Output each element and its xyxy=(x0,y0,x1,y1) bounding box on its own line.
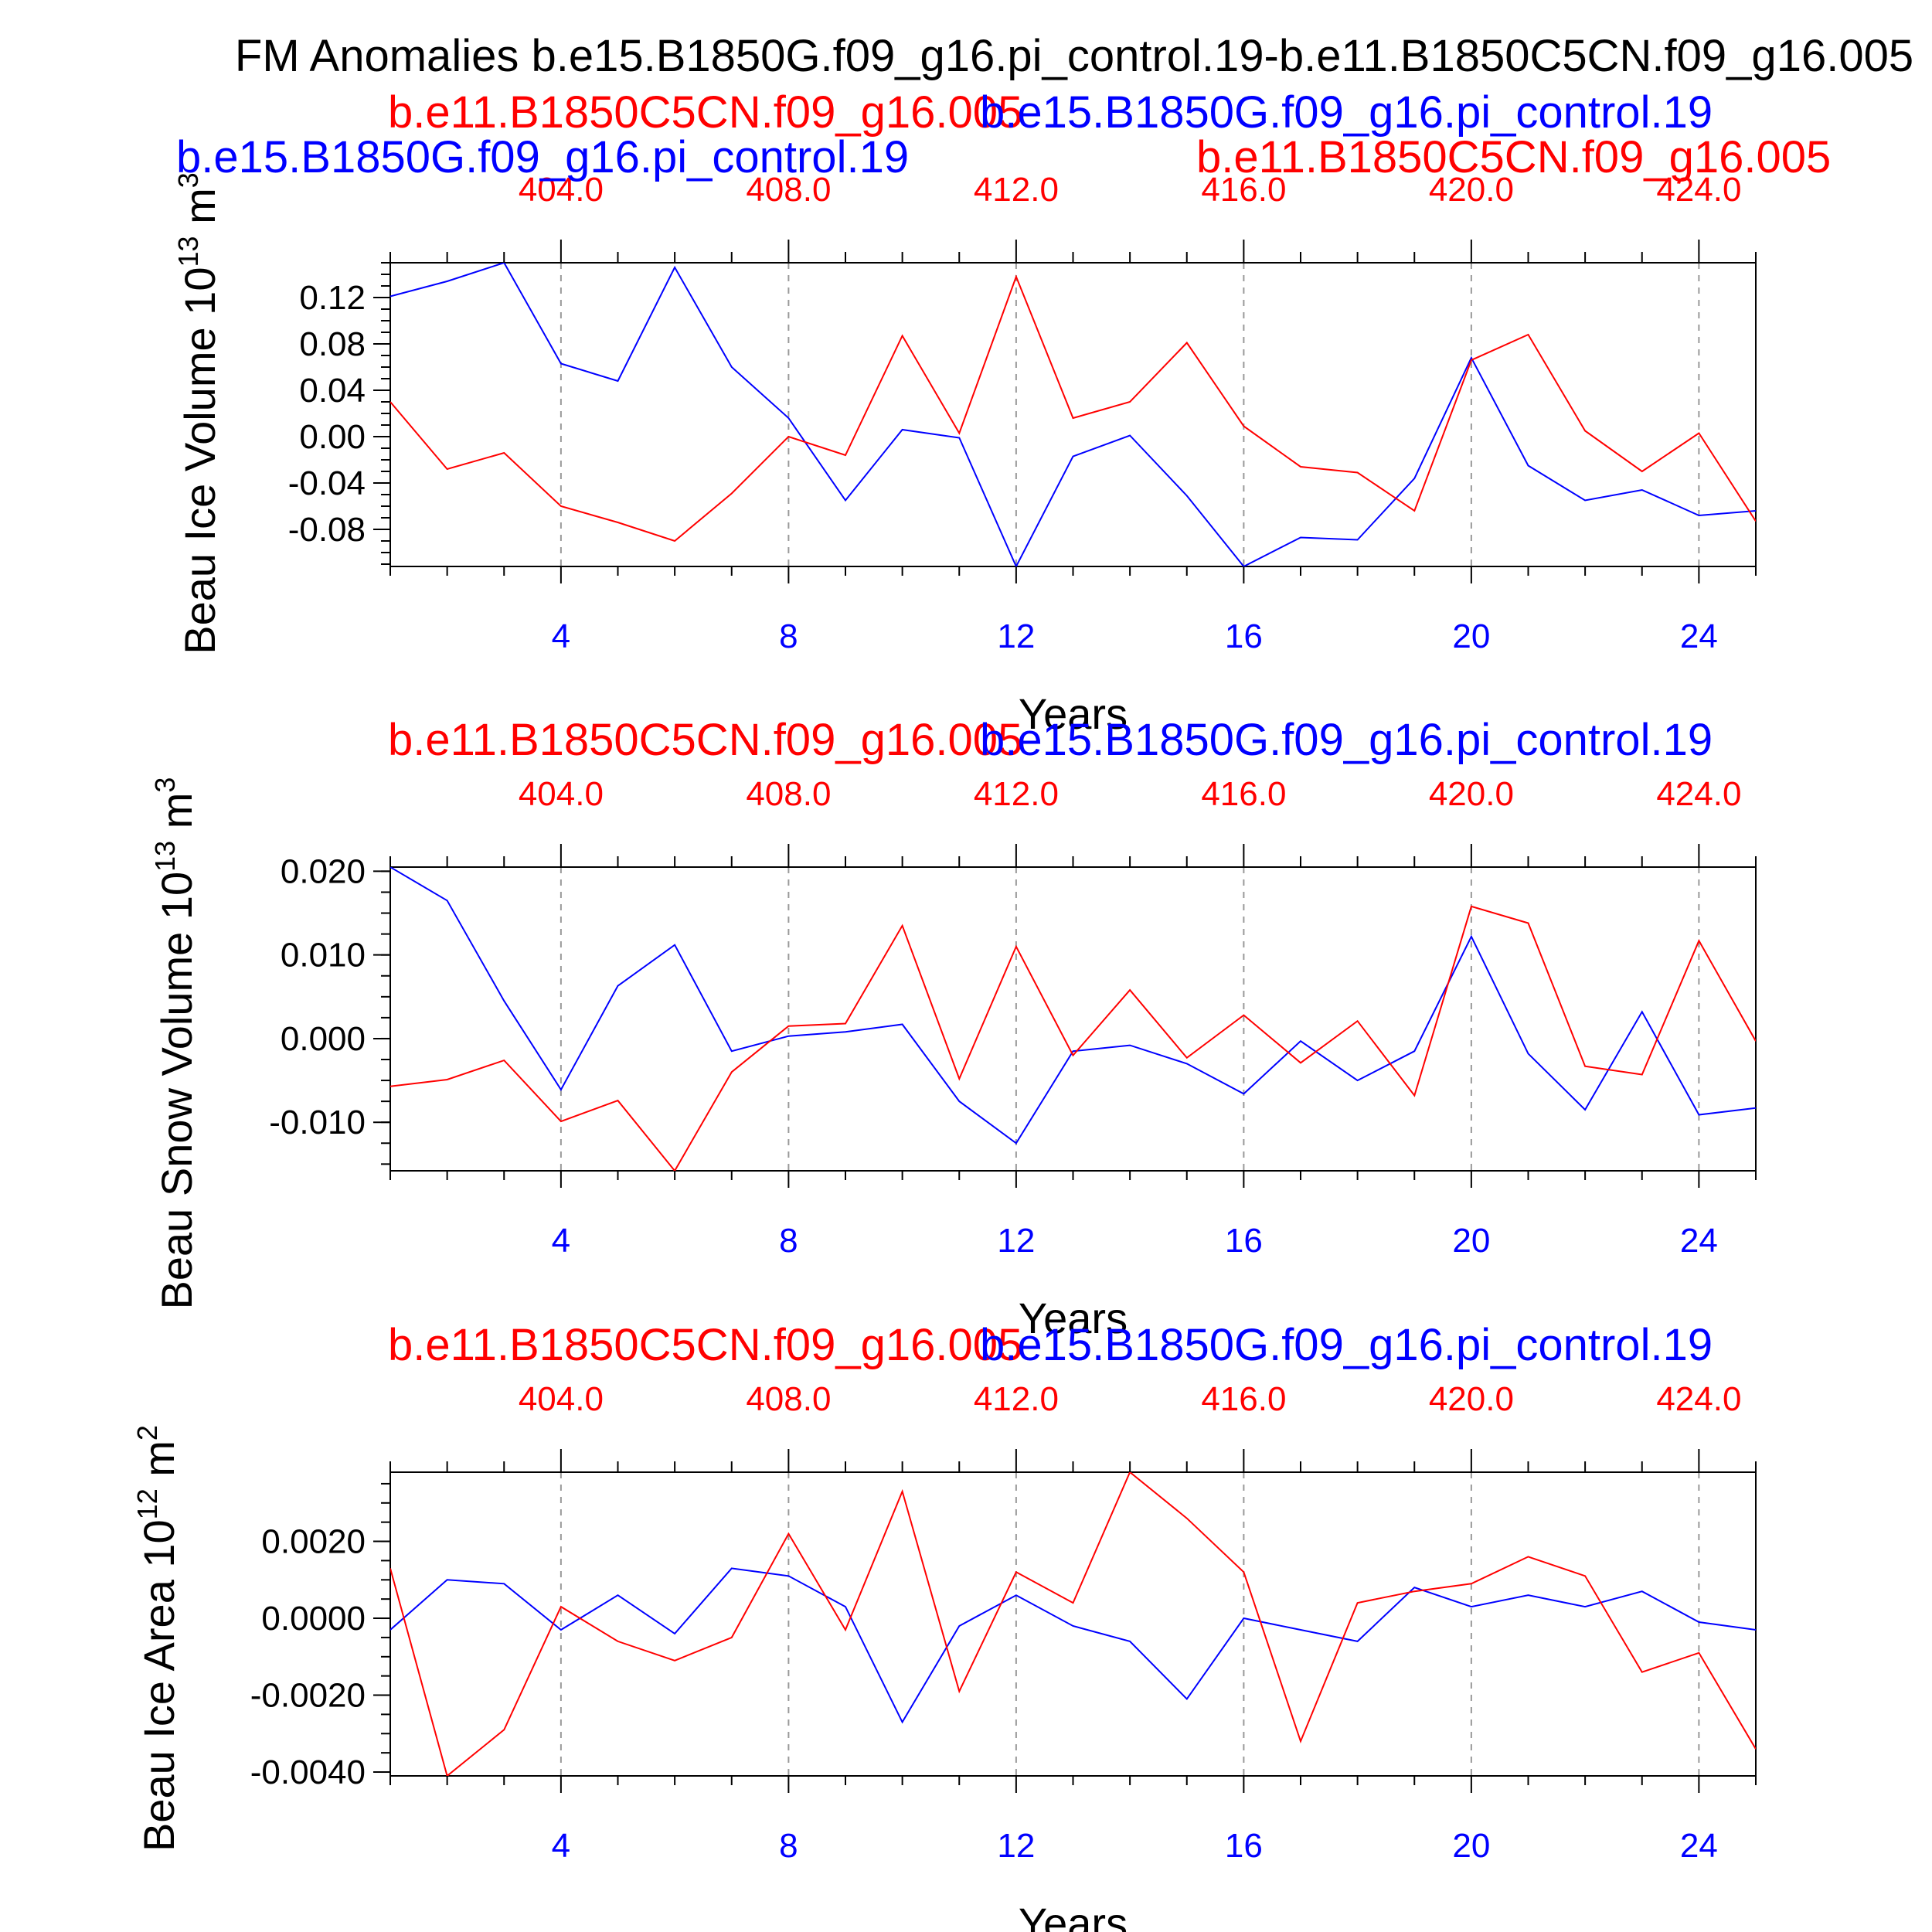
x-tick-label: 8 xyxy=(779,1827,798,1865)
case-label-b: b.e11.B1850C5CN.f09_g16.005 xyxy=(388,1320,1022,1370)
top-tick-label: 404.0 xyxy=(519,171,604,209)
y-tick-label: 0.010 xyxy=(281,937,366,975)
y-tick-label: -0.08 xyxy=(288,511,366,549)
y-axis-title-unit-exp: 2 xyxy=(131,1425,163,1440)
y-axis-title-unit: m xyxy=(134,1440,183,1488)
x-tick-label: 8 xyxy=(779,1222,798,1260)
y-tick-label: -0.04 xyxy=(288,464,366,502)
y-tick-label: -0.0020 xyxy=(250,1677,366,1715)
top-tick-label: 404.0 xyxy=(519,1380,604,1418)
case-label-a: b.e15.B1850G.f09_g16.pi_control.19 xyxy=(980,1320,1713,1370)
top-tick-label: 408.0 xyxy=(746,775,831,813)
y-tick-label: 0.020 xyxy=(281,852,366,890)
x-tick-label: 16 xyxy=(1225,1222,1263,1260)
top-tick-label: 416.0 xyxy=(1201,171,1286,209)
top-tick-label: 424.0 xyxy=(1656,171,1741,209)
y-tick-label: -0.010 xyxy=(269,1104,366,1141)
y-axis-title-main: Beau Ice Area 10 xyxy=(134,1519,183,1852)
series-line-case-a xyxy=(390,1567,1756,1724)
x-tick-label: 20 xyxy=(1452,617,1490,655)
x-tick-label: 24 xyxy=(1680,1222,1718,1260)
y-axis-title-main: Beau Snow Volume 10 xyxy=(152,872,201,1310)
top-tick-label: 424.0 xyxy=(1656,1380,1741,1418)
case-label-b: b.e11.B1850C5CN.f09_g16.005 xyxy=(388,87,1022,138)
plot-frame xyxy=(389,866,1757,1172)
top-tick-label: 412.0 xyxy=(974,1380,1059,1418)
case-label-b-right: b.e11.B1850C5CN.f09_g16.005 xyxy=(1196,132,1831,182)
series-line-case-a xyxy=(390,263,1756,566)
y-axis-title-unit: m xyxy=(175,188,224,236)
y-axis-title-exp: 12 xyxy=(131,1488,163,1519)
y-axis-title-text: Beau Ice Area 1012 m2 xyxy=(131,1425,183,1852)
y-tick-label: 0.0000 xyxy=(261,1600,366,1638)
y-tick-label: 0.04 xyxy=(299,372,366,410)
top-tick-label: 424.0 xyxy=(1656,775,1741,813)
x-axis-title: Years xyxy=(1019,1294,1128,1342)
x-tick-label: 16 xyxy=(1225,1827,1263,1865)
plot-frame xyxy=(389,262,1757,567)
x-tick-label: 12 xyxy=(997,1827,1035,1865)
y-axis-title-unit-exp: 3 xyxy=(149,777,181,793)
main-title: FM Anomalies b.e15.B1850G.f09_g16.pi_con… xyxy=(235,31,1913,81)
y-tick-label: 0.000 xyxy=(281,1020,366,1058)
plot-frame xyxy=(389,1471,1757,1777)
y-tick-label: 0.00 xyxy=(299,418,366,456)
x-tick-label: 4 xyxy=(552,1222,570,1260)
y-tick-label: 0.12 xyxy=(299,279,366,317)
y-axis-title-exp: 13 xyxy=(172,236,204,267)
top-tick-label: 412.0 xyxy=(974,775,1059,813)
top-tick-label: 416.0 xyxy=(1201,775,1286,813)
x-tick-label: 12 xyxy=(997,1222,1035,1260)
y-tick-label: -0.0040 xyxy=(250,1753,366,1791)
x-tick-label: 24 xyxy=(1680,617,1718,655)
series-line-case-b xyxy=(390,1472,1756,1776)
y-axis-title-exp: 13 xyxy=(149,841,181,872)
series-line-case-a xyxy=(390,867,1756,1145)
case-label-a-right: b.e15.B1850G.f09_g16.pi_control.19 xyxy=(980,87,1713,138)
x-tick-label: 16 xyxy=(1225,617,1263,655)
top-tick-label: 416.0 xyxy=(1201,1380,1286,1418)
x-axis-title: Years xyxy=(1019,1899,1128,1932)
y-tick-label: 0.08 xyxy=(299,325,366,363)
case-label-a: b.e15.B1850G.f09_g16.pi_control.19 xyxy=(980,715,1713,765)
x-tick-label: 4 xyxy=(552,617,570,655)
y-axis-title-text: Beau Snow Volume 1013 m3 xyxy=(149,777,201,1310)
y-axis-title: Beau Snow Volume 1013 m3 xyxy=(149,777,201,1310)
panel-3: 4 8 12 16 20 24 404.0 408.0 412.0 416.0 420.0 424.0… xyxy=(131,1320,1757,1932)
panel-2: 4 8 12 16 20 24 404.0 408.0 412.0 416.0 420.0 424.0… xyxy=(149,715,1757,1342)
top-tick-label: 404.0 xyxy=(519,775,604,813)
x-tick-label: 24 xyxy=(1680,1827,1718,1865)
x-tick-label: 20 xyxy=(1452,1827,1490,1865)
y-axis-title-unit-exp: 3 xyxy=(172,172,204,188)
x-tick-label: 20 xyxy=(1452,1222,1490,1260)
y-axis-title: Beau Ice Area 1012 m2 xyxy=(131,1425,183,1852)
series-line-case-b xyxy=(390,274,1756,543)
panel-1: 4 8 12 16 20 24 404.0 408.0 412.0 416.0 420.0 424.0… xyxy=(172,87,1831,738)
y-axis-title-main: Beau Ice Volume 10 xyxy=(175,267,224,655)
case-label-b: b.e11.B1850C5CN.f09_g16.005 xyxy=(388,715,1022,765)
top-tick-label: 412.0 xyxy=(974,171,1059,209)
top-tick-label: 420.0 xyxy=(1429,171,1514,209)
series-line-case-b xyxy=(390,905,1756,1171)
x-tick-label: 12 xyxy=(997,617,1035,655)
x-tick-label: 4 xyxy=(552,1827,570,1865)
case-label-a: b.e15.B1850G.f09_g16.pi_control.19 xyxy=(176,132,909,182)
y-tick-label: 0.0020 xyxy=(261,1523,366,1561)
top-tick-label: 420.0 xyxy=(1429,1380,1514,1418)
top-tick-label: 408.0 xyxy=(746,171,831,209)
x-axis-title: Years xyxy=(1019,689,1128,738)
y-axis-title-unit: m xyxy=(152,793,201,841)
top-tick-label: 420.0 xyxy=(1429,775,1514,813)
top-tick-label: 408.0 xyxy=(746,1380,831,1418)
x-tick-label: 8 xyxy=(779,617,798,655)
y-axis-title: Beau Ice Volume 1013 m3 xyxy=(172,172,224,655)
y-axis-title-text: Beau Ice Volume 1013 m3 xyxy=(172,172,224,655)
